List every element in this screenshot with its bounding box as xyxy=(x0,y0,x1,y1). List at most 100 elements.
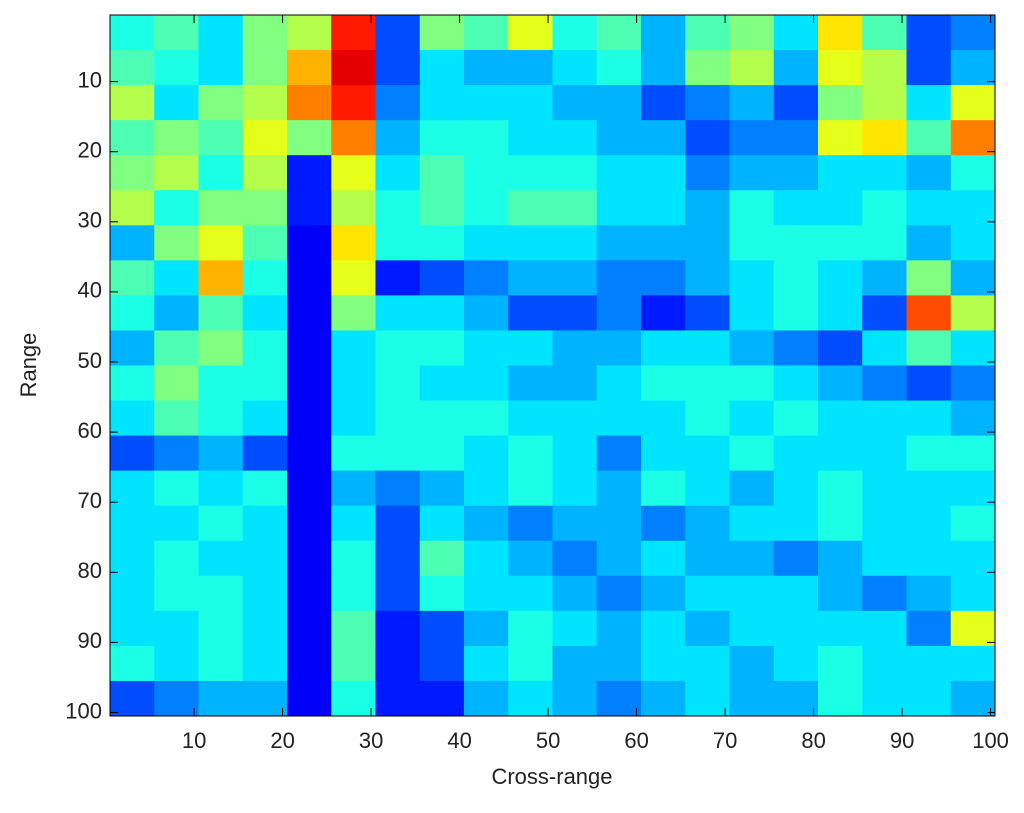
heatmap-cell xyxy=(287,645,332,682)
heatmap-cell xyxy=(375,155,421,191)
heatmap-cell xyxy=(596,155,642,191)
heatmap-cell xyxy=(287,50,332,86)
y-tick-label: 60 xyxy=(78,418,102,443)
heatmap-cell xyxy=(242,50,288,86)
heatmap-cell xyxy=(154,120,199,156)
heatmap-cell xyxy=(950,435,996,472)
heatmap-cell xyxy=(729,400,775,437)
heatmap-cell xyxy=(552,505,598,542)
heatmap-cell xyxy=(375,120,421,156)
heatmap-cell xyxy=(685,680,730,717)
heatmap-cell xyxy=(464,190,509,226)
y-tick-label: 40 xyxy=(78,278,102,303)
heatmap-cell xyxy=(464,330,509,366)
plot-frame xyxy=(109,14,996,717)
heatmap-cell xyxy=(596,470,642,507)
heatmap-cell xyxy=(906,575,952,612)
heatmap-cell xyxy=(154,225,199,261)
heatmap-cell xyxy=(464,15,509,51)
heatmap-cell xyxy=(198,190,244,226)
heatmap-cell xyxy=(596,120,642,156)
heatmap-cell xyxy=(950,50,996,86)
heatmap-cell xyxy=(464,120,509,156)
heatmap-cell xyxy=(154,645,199,682)
heatmap-cell xyxy=(242,120,288,156)
heatmap-cell xyxy=(818,15,863,51)
heatmap-cell xyxy=(685,120,730,156)
heatmap-cell xyxy=(287,505,332,542)
heatmap-cell xyxy=(950,120,996,156)
heatmap-cell xyxy=(331,400,376,437)
heatmap-cell xyxy=(950,225,996,261)
heatmap-cell xyxy=(729,85,775,121)
heatmap-cell xyxy=(950,575,996,612)
heatmap-cell xyxy=(331,50,376,86)
heatmap-cell xyxy=(242,610,288,647)
heatmap-cell xyxy=(464,470,509,507)
heatmap-cell xyxy=(198,155,244,191)
heatmap-cell xyxy=(110,435,155,472)
heatmap-cell xyxy=(596,680,642,717)
heatmap-cell xyxy=(331,330,376,366)
heatmap-cell xyxy=(906,435,952,472)
heatmap-cell xyxy=(818,330,863,366)
heatmap-cell xyxy=(508,435,553,472)
heatmap-cell xyxy=(773,155,819,191)
heatmap-cell xyxy=(862,435,907,472)
heatmap-cell xyxy=(110,260,155,296)
heatmap-cell xyxy=(818,575,863,612)
heatmap-cell xyxy=(773,190,819,226)
heatmap-cell xyxy=(685,330,730,366)
x-tick-label: 20 xyxy=(270,728,294,753)
heatmap-cell xyxy=(287,225,332,261)
heatmap-cell xyxy=(950,540,996,577)
heatmap-cell xyxy=(110,645,155,682)
heatmap-cell xyxy=(906,85,952,121)
heatmap-cell xyxy=(818,435,863,472)
heatmap-cell xyxy=(154,400,199,437)
heatmap-cell xyxy=(950,400,996,437)
heatmap-cell xyxy=(729,540,775,577)
heatmap-cell xyxy=(596,330,642,366)
heatmap-cell xyxy=(950,295,996,331)
heatmap-cell xyxy=(773,15,819,51)
heatmap-cell xyxy=(508,680,553,717)
heatmap-cell xyxy=(110,470,155,507)
heatmap-cell xyxy=(641,295,686,331)
heatmap-cell xyxy=(198,680,244,717)
heatmap-cell xyxy=(862,155,907,191)
heatmap-cell xyxy=(287,15,332,51)
heatmap-cell xyxy=(950,505,996,542)
heatmap-cell xyxy=(862,50,907,86)
heatmap-cell xyxy=(950,470,996,507)
heatmap-cell xyxy=(242,155,288,191)
heatmap-cell xyxy=(331,610,376,647)
heatmap-cell xyxy=(773,85,819,121)
heatmap-cell xyxy=(464,645,509,682)
heatmap-cell xyxy=(552,85,598,121)
heatmap-cell xyxy=(596,610,642,647)
heatmap-cell xyxy=(198,295,244,331)
heatmap-cell xyxy=(154,50,199,86)
heatmap-cell xyxy=(773,610,819,647)
heatmap-cell xyxy=(242,260,288,296)
heatmap-cell xyxy=(242,540,288,577)
heatmap-cell xyxy=(818,365,863,402)
heatmap-cell xyxy=(685,540,730,577)
heatmap-cell xyxy=(331,225,376,261)
heatmap-cell xyxy=(464,85,509,121)
heatmap-cell xyxy=(641,50,686,86)
heatmap-cell xyxy=(110,295,155,331)
heatmap-cell xyxy=(906,295,952,331)
heatmap-cell xyxy=(862,575,907,612)
heatmap-cell xyxy=(862,680,907,717)
heatmap-cell xyxy=(818,540,863,577)
heatmap-cell xyxy=(596,645,642,682)
heatmap-cell xyxy=(950,260,996,296)
heatmap-cell xyxy=(773,295,819,331)
heatmap-cell xyxy=(906,260,952,296)
heatmap-cell xyxy=(685,610,730,647)
heatmap-cell xyxy=(729,295,775,331)
heatmap-cell xyxy=(596,225,642,261)
y-tick-label: 90 xyxy=(78,628,102,653)
